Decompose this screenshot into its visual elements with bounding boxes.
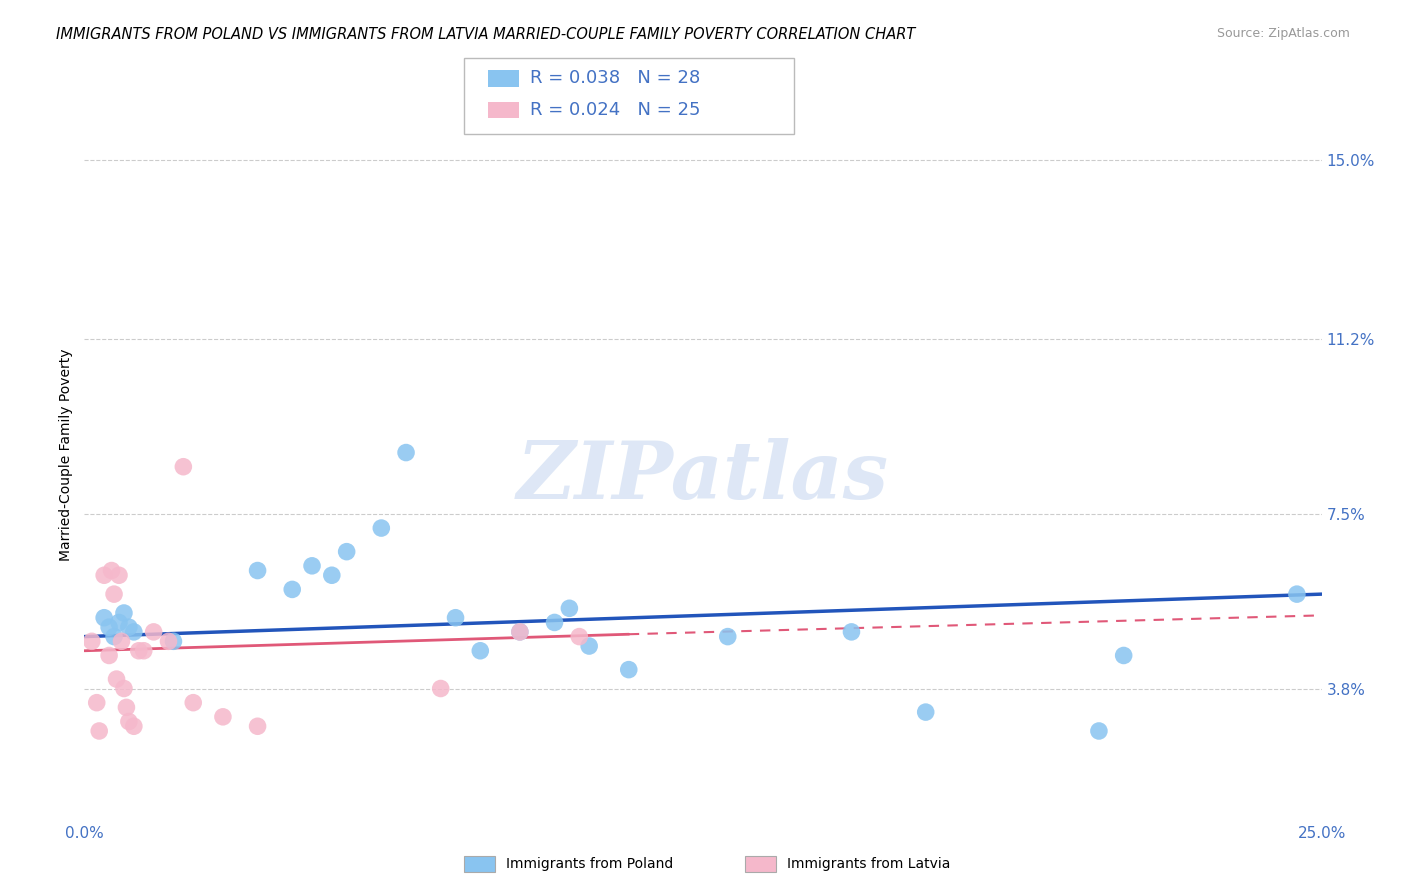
Point xyxy=(470,644,492,658)
Point xyxy=(370,521,392,535)
Point xyxy=(509,624,531,639)
Point xyxy=(321,568,343,582)
Point xyxy=(336,544,359,558)
Point xyxy=(578,639,600,653)
Point xyxy=(98,620,121,634)
Point xyxy=(281,582,304,597)
Point xyxy=(157,634,180,648)
Point xyxy=(444,611,467,625)
Point xyxy=(395,445,418,459)
Point xyxy=(100,564,122,578)
Text: IMMIGRANTS FROM POLAND VS IMMIGRANTS FROM LATVIA MARRIED-COUPLE FAMILY POVERTY C: IMMIGRANTS FROM POLAND VS IMMIGRANTS FRO… xyxy=(56,27,915,42)
Y-axis label: Married-Couple Family Poverty: Married-Couple Family Poverty xyxy=(59,349,73,561)
Point xyxy=(132,644,155,658)
Text: Immigrants from Poland: Immigrants from Poland xyxy=(506,857,673,871)
Point xyxy=(162,634,184,648)
Point xyxy=(115,700,138,714)
Point xyxy=(93,611,115,625)
Point xyxy=(98,648,121,663)
Point xyxy=(246,564,269,578)
Point xyxy=(122,624,145,639)
Point xyxy=(118,620,141,634)
Point xyxy=(509,624,531,639)
Text: Source: ZipAtlas.com: Source: ZipAtlas.com xyxy=(1216,27,1350,40)
Point xyxy=(118,714,141,729)
Point xyxy=(172,459,194,474)
Point xyxy=(80,634,103,648)
Point xyxy=(105,672,128,686)
Point xyxy=(1112,648,1135,663)
Point xyxy=(93,568,115,582)
Text: Immigrants from Latvia: Immigrants from Latvia xyxy=(787,857,950,871)
Point xyxy=(122,719,145,733)
Point xyxy=(89,723,111,738)
Point xyxy=(103,587,125,601)
Point xyxy=(429,681,451,696)
Point xyxy=(568,630,591,644)
Text: ZIPatlas: ZIPatlas xyxy=(517,438,889,516)
Point xyxy=(128,644,150,658)
Text: R = 0.038   N = 28: R = 0.038 N = 28 xyxy=(530,70,700,87)
Point xyxy=(110,634,132,648)
Point xyxy=(617,663,640,677)
Point xyxy=(246,719,269,733)
Point xyxy=(181,696,204,710)
Point xyxy=(142,624,165,639)
Point xyxy=(717,630,740,644)
Point xyxy=(112,681,135,696)
Point xyxy=(1088,723,1111,738)
Point xyxy=(212,710,235,724)
Point xyxy=(108,568,131,582)
Point xyxy=(301,558,323,573)
Point xyxy=(86,696,108,710)
Point xyxy=(103,630,125,644)
Point xyxy=(914,705,936,719)
Point xyxy=(558,601,581,615)
Point xyxy=(543,615,565,630)
Point xyxy=(108,615,131,630)
Point xyxy=(1285,587,1308,601)
Point xyxy=(112,606,135,620)
Point xyxy=(841,624,863,639)
Text: R = 0.024   N = 25: R = 0.024 N = 25 xyxy=(530,101,700,119)
